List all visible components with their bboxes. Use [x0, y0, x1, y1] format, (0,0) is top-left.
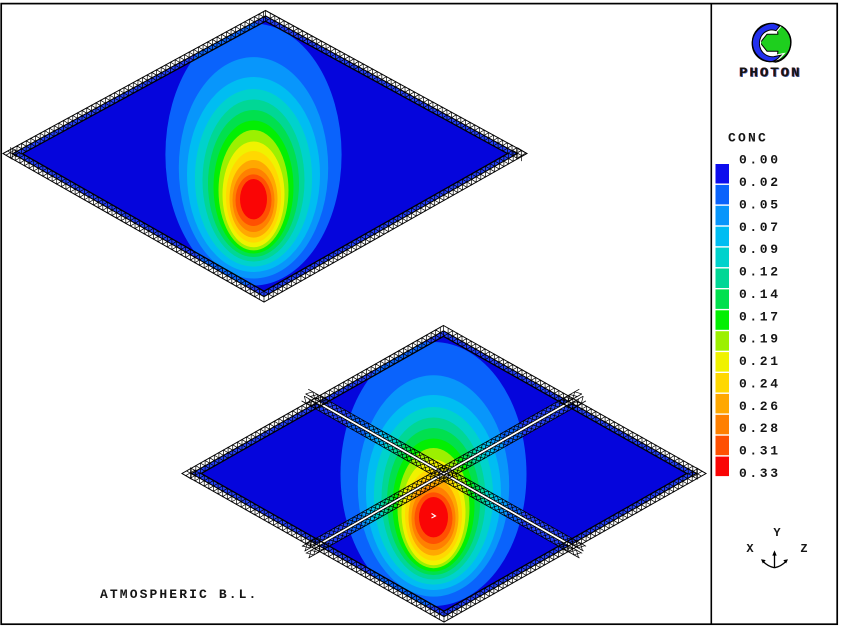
svg-text:PHOTON: PHOTON — [739, 66, 801, 82]
svg-text:0.12: 0.12 — [739, 265, 781, 280]
svg-text:Y: Y — [773, 526, 781, 540]
svg-text:PHOTON: PHOTON — [740, 66, 802, 82]
svg-text:0.31: 0.31 — [739, 444, 781, 459]
svg-text:0.02: 0.02 — [739, 175, 781, 190]
svg-text:0.07: 0.07 — [739, 220, 781, 235]
svg-text:0.14: 0.14 — [739, 287, 781, 302]
svg-text:0.28: 0.28 — [739, 421, 781, 436]
svg-text:X: X — [746, 542, 754, 556]
svg-text:0.33: 0.33 — [739, 466, 781, 481]
svg-text:PHOTON: PHOTON — [739, 65, 801, 81]
svg-text:0.21: 0.21 — [739, 354, 781, 369]
svg-text:0.00: 0.00 — [739, 153, 781, 168]
svg-text:0.17: 0.17 — [739, 309, 781, 324]
svg-text:0.19: 0.19 — [739, 332, 781, 347]
svg-text:Z: Z — [800, 542, 807, 556]
svg-text:CONC: CONC — [728, 131, 768, 146]
svg-text:0.26: 0.26 — [739, 399, 781, 414]
svg-text:ATMOSPHERIC B.L.: ATMOSPHERIC B.L. — [100, 587, 258, 602]
svg-text:0.05: 0.05 — [739, 197, 781, 212]
svg-text:0.24: 0.24 — [739, 376, 781, 391]
svg-text:0.09: 0.09 — [739, 242, 781, 257]
